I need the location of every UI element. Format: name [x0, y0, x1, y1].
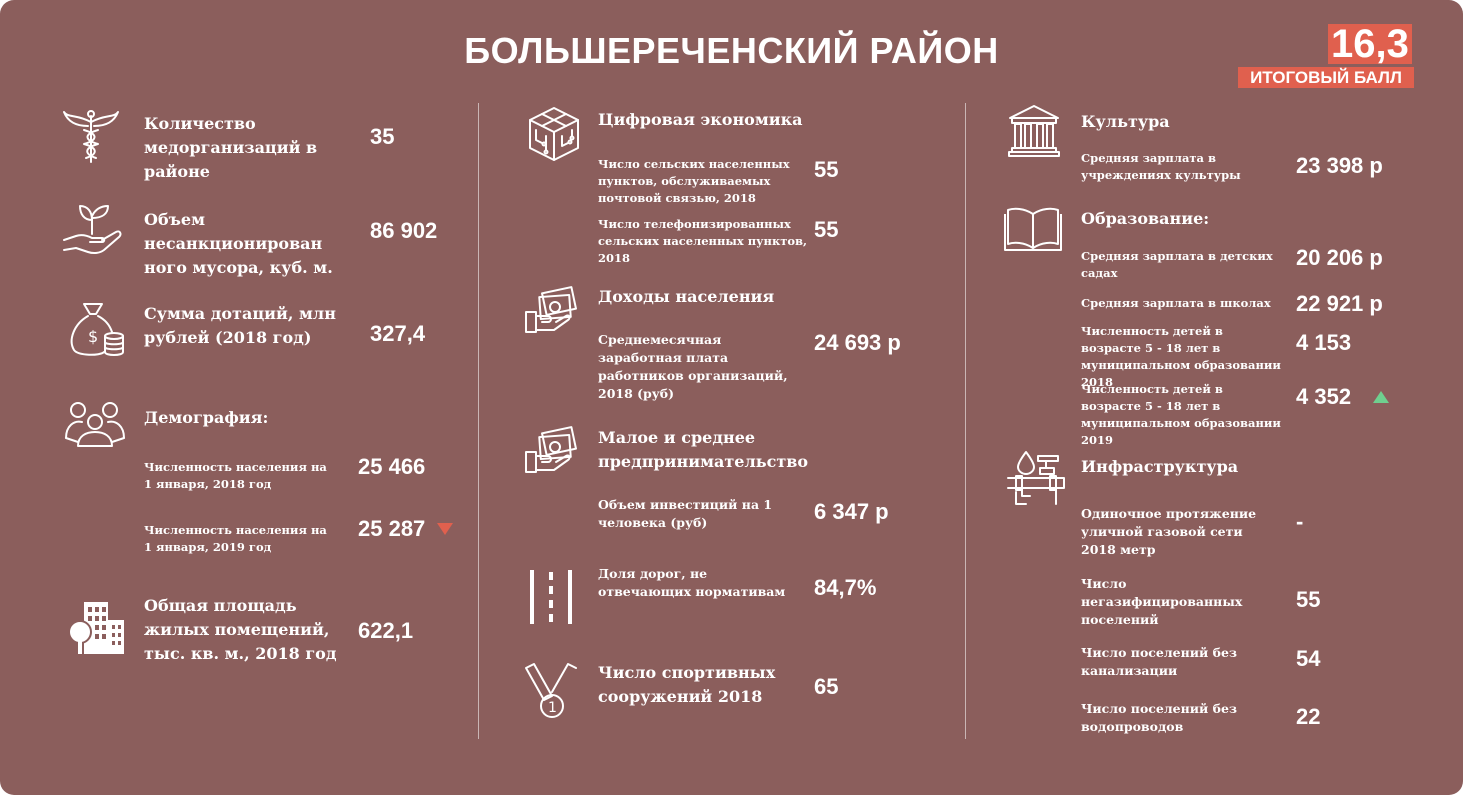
- phone-settlements-value: 55: [814, 217, 839, 242]
- page-title: БОЛЬШЕРЕЧЕНСКИЙ РАЙОН: [464, 30, 999, 71]
- med-organizations-value: 35: [370, 124, 395, 149]
- museum-icon: [1006, 102, 1062, 158]
- no-sewer-settlements-value: 54: [1296, 646, 1321, 671]
- digital-economy-title: Цифровая экономика: [598, 110, 803, 129]
- no-gas-settlements-value: 55: [1296, 587, 1321, 612]
- score-label: ИТОГОВЫЙ БАЛЛ: [1238, 67, 1414, 88]
- culture-salary-value: 23 398 р: [1296, 153, 1383, 178]
- population-2018-label: Численность населения на 1 января, 2018 …: [144, 460, 327, 491]
- svg-text:1: 1: [548, 700, 557, 716]
- column-divider-2: [965, 103, 966, 739]
- children-2018-value: 4 153: [1296, 330, 1352, 355]
- average-salary-label: Среднемесячная заработная плата работник…: [598, 332, 788, 401]
- income-title: Доходы населения: [598, 287, 775, 306]
- no-sewer-settlements-label: Число поселений без канализации: [1081, 645, 1237, 678]
- subsidy-label: Сумма дотаций, млн рублей (2018 год): [144, 304, 336, 347]
- population-2019-label: Численность населения на 1 января, 2019 …: [144, 523, 327, 554]
- money-bag-icon: $: [66, 300, 126, 360]
- sports-facilities-label: Число спортивных сооружений 2018: [598, 663, 776, 706]
- sme-title: Малое и среднее предпринимательство: [598, 428, 809, 471]
- road-icon: [526, 568, 576, 626]
- digital-cube-icon: [526, 104, 582, 164]
- postal-settlements-label: Число сельских населенных пунктов, обслу…: [598, 157, 790, 205]
- average-salary-value: 24 693 р: [814, 330, 901, 355]
- infrastructure-title: Инфраструктура: [1081, 457, 1239, 476]
- roads-share-value: 84,7%: [814, 575, 877, 600]
- kindergarten-salary-value: 20 206 р: [1296, 245, 1383, 270]
- increase-arrow-icon: [1373, 391, 1389, 403]
- cash-hand-icon: [524, 286, 580, 336]
- waste-volume-value: 86 902: [370, 218, 438, 243]
- children-2019-label: Численность детей в возрасте 5 - 18 лет …: [1081, 382, 1281, 447]
- population-2019-value: 25 287: [358, 516, 426, 541]
- sprout-hand-icon: [62, 200, 124, 258]
- investment-label: Объем инвестиций на 1 человека (руб): [598, 497, 773, 530]
- children-2018-label: Численность детей в возрасте 5 - 18 лет …: [1081, 324, 1281, 389]
- column-divider-1: [478, 103, 479, 739]
- school-salary-value: 22 921 р: [1296, 291, 1383, 316]
- people-group-icon: [64, 400, 126, 450]
- med-organizations-label: Количество медорганизаций в районе: [144, 114, 318, 181]
- no-water-settlements-value: 22: [1296, 704, 1321, 729]
- subsidy-value: 327,4: [370, 321, 426, 346]
- waste-volume-label: Объем несанкционирован ного мусора, куб.…: [144, 210, 333, 277]
- gas-network-value: -: [1296, 509, 1304, 534]
- kindergarten-salary-label: Средняя зарплата в детских садах: [1081, 249, 1273, 280]
- culture-title: Культура: [1081, 112, 1170, 131]
- population-2018-value: 25 466: [358, 454, 426, 479]
- cash-hand-icon: [524, 426, 580, 476]
- decrease-arrow-icon: [437, 523, 453, 535]
- sports-facilities-value: 65: [814, 674, 839, 699]
- postal-settlements-value: 55: [814, 157, 839, 182]
- open-book-icon: [1004, 206, 1062, 252]
- buildings-tree-icon: [66, 598, 128, 658]
- pipes-icon: [1006, 448, 1066, 506]
- education-title: Образование:: [1081, 209, 1210, 228]
- culture-salary-label: Средняя зарплата в учреждениях культуры: [1081, 151, 1241, 182]
- no-water-settlements-label: Число поселений без водопроводов: [1081, 701, 1237, 734]
- school-salary-label: Средняя зарплата в школах: [1081, 296, 1271, 310]
- housing-area-label: Общая площадь жилых помещений, тыс. кв. …: [144, 596, 337, 663]
- caduceus-icon: [62, 108, 120, 166]
- no-gas-settlements-label: Число негазифицированных поселений: [1081, 576, 1243, 627]
- medal-icon: 1: [522, 662, 580, 720]
- roads-share-label: Доля дорог, не отвечающих нормативам: [598, 566, 786, 599]
- demography-title: Демография:: [144, 408, 269, 427]
- housing-area-value: 622,1: [358, 618, 414, 643]
- gas-network-label: Одиночное протяжение уличной газовой сет…: [1081, 506, 1257, 557]
- score-value: 16,3: [1328, 24, 1412, 64]
- investment-value: 6 347 р: [814, 499, 889, 524]
- phone-settlements-label: Число телефонизированных сельских населе…: [598, 217, 808, 265]
- svg-text:$: $: [88, 327, 98, 346]
- children-2019-value: 4 352: [1296, 384, 1352, 409]
